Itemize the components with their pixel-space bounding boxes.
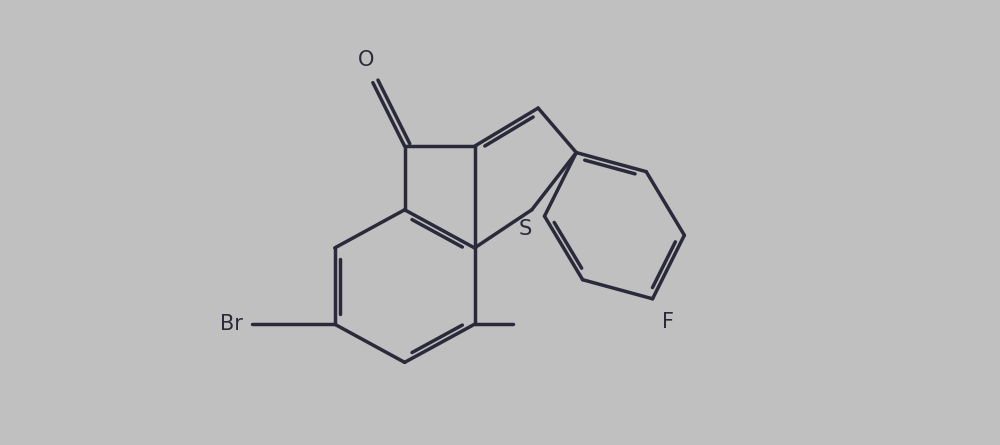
Text: S: S <box>519 219 532 239</box>
Text: O: O <box>358 50 375 70</box>
Text: F: F <box>662 312 674 332</box>
Text: Br: Br <box>220 314 243 334</box>
